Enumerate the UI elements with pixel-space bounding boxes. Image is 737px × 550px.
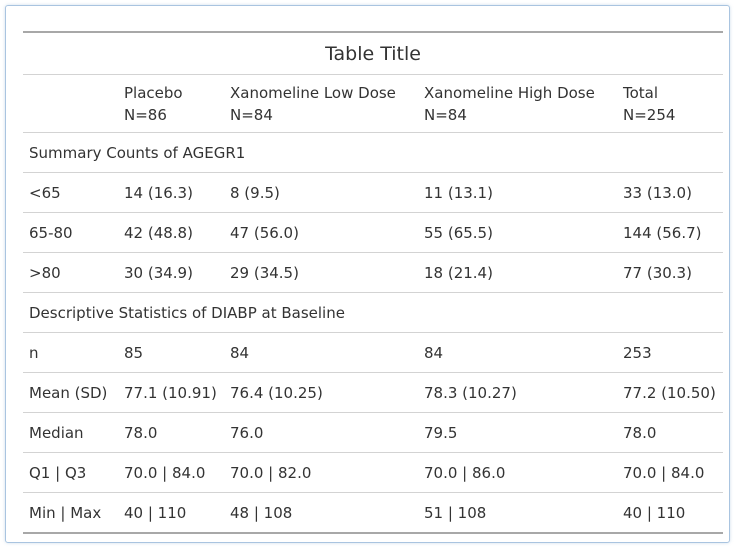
table-cell: 70.0 | 84.0 [617, 452, 724, 493]
table-cell: 84 [418, 332, 617, 373]
table-cell: 18 (21.4) [418, 252, 617, 293]
table-cell: 77 (30.3) [617, 252, 724, 293]
table-cell: 47 (56.0) [224, 212, 418, 253]
table-row: Mean (SD) 77.1 (10.91) 76.4 (10.25) 78.3 (1… [23, 372, 724, 413]
table-row: 65-80 42 (48.8) 47 (56.0) 55 (65.5) 144 (56.… [23, 212, 724, 253]
column-header-high-dose: Xanomeline High Dose N=84 [418, 74, 617, 133]
table-row: Q1 | Q3 70.0 | 84.0 70.0 | 82.0 70.0 | 86.0… [23, 452, 724, 493]
row-label: <65 [23, 172, 118, 213]
table-row: n 85 84 84 253 [23, 332, 724, 373]
table-row: Median 78.0 76.0 79.5 78.0 [23, 412, 724, 453]
column-header-n: N=84 [424, 105, 467, 124]
column-header-label: Placebo [124, 83, 183, 102]
table-cell: 84 [224, 332, 418, 373]
table-title-row: Table Title [23, 31, 724, 75]
table-cell: 14 (16.3) [118, 172, 224, 213]
table-cell: 85 [118, 332, 224, 373]
table-cell: 77.2 (10.50) [617, 372, 724, 413]
column-header-placebo: Placebo N=86 [118, 74, 224, 133]
summary-table: Table Title Placebo N=86 Xanomeline Low … [23, 31, 724, 534]
table-body: Table Title Placebo N=86 Xanomeline Low … [23, 31, 724, 534]
table-title: Table Title [23, 31, 724, 75]
table-container: Table Title Placebo N=86 Xanomeline Low … [23, 31, 724, 534]
table-cell: 253 [617, 332, 724, 373]
table-cell: 33 (13.0) [617, 172, 724, 213]
row-label: >80 [23, 252, 118, 293]
column-header-low-dose: Xanomeline Low Dose N=84 [224, 74, 418, 133]
table-cell: 40 | 110 [118, 492, 224, 534]
table-cell: 55 (65.5) [418, 212, 617, 253]
column-header-row: Placebo N=86 Xanomeline Low Dose N=84 Xa… [23, 74, 724, 133]
table-cell: 8 (9.5) [224, 172, 418, 213]
row-label: Min | Max [23, 492, 118, 534]
table-cell: 51 | 108 [418, 492, 617, 534]
column-header-label: Xanomeline Low Dose [230, 83, 396, 102]
table-row: >80 30 (34.9) 29 (34.5) 18 (21.4) 77 (30.3) [23, 252, 724, 293]
stub-header [23, 74, 118, 133]
table-cell: 11 (13.1) [418, 172, 617, 213]
column-header-n: N=86 [124, 105, 167, 124]
group-header-row: Descriptive Statistics of DIABP at Basel… [23, 292, 724, 333]
table-cell: 70.0 | 86.0 [418, 452, 617, 493]
table-cell: 76.0 [224, 412, 418, 453]
row-label: n [23, 332, 118, 373]
row-label: Q1 | Q3 [23, 452, 118, 493]
column-header-total: Total N=254 [617, 74, 724, 133]
table-row: <65 14 (16.3) 8 (9.5) 11 (13.1) 33 (13.0) [23, 172, 724, 213]
group-header-row: Summary Counts of AGEGR1 [23, 132, 724, 173]
table-cell: 30 (34.9) [118, 252, 224, 293]
column-header-n: N=84 [230, 105, 273, 124]
column-header-label: Total [623, 83, 659, 102]
table-cell: 144 (56.7) [617, 212, 724, 253]
table-row: Min | Max 40 | 110 48 | 108 51 | 108 40 | 11… [23, 492, 724, 534]
column-header-label: Xanomeline High Dose [424, 83, 595, 102]
table-cell: 76.4 (10.25) [224, 372, 418, 413]
table-cell: 78.0 [118, 412, 224, 453]
table-cell: 48 | 108 [224, 492, 418, 534]
table-cell: 70.0 | 84.0 [118, 452, 224, 493]
table-card: Table Title Placebo N=86 Xanomeline Low … [5, 5, 730, 543]
table-cell: 29 (34.5) [224, 252, 418, 293]
table-cell: 70.0 | 82.0 [224, 452, 418, 493]
row-label: Mean (SD) [23, 372, 118, 413]
table-cell: 77.1 (10.91) [118, 372, 224, 413]
group-label: Descriptive Statistics of DIABP at Basel… [23, 292, 724, 333]
row-label: 65-80 [23, 212, 118, 253]
column-header-n: N=254 [623, 105, 676, 124]
row-label: Median [23, 412, 118, 453]
table-cell: 79.5 [418, 412, 617, 453]
table-cell: 78.0 [617, 412, 724, 453]
table-cell: 40 | 110 [617, 492, 724, 534]
group-label: Summary Counts of AGEGR1 [23, 132, 724, 173]
table-cell: 42 (48.8) [118, 212, 224, 253]
table-cell: 78.3 (10.27) [418, 372, 617, 413]
